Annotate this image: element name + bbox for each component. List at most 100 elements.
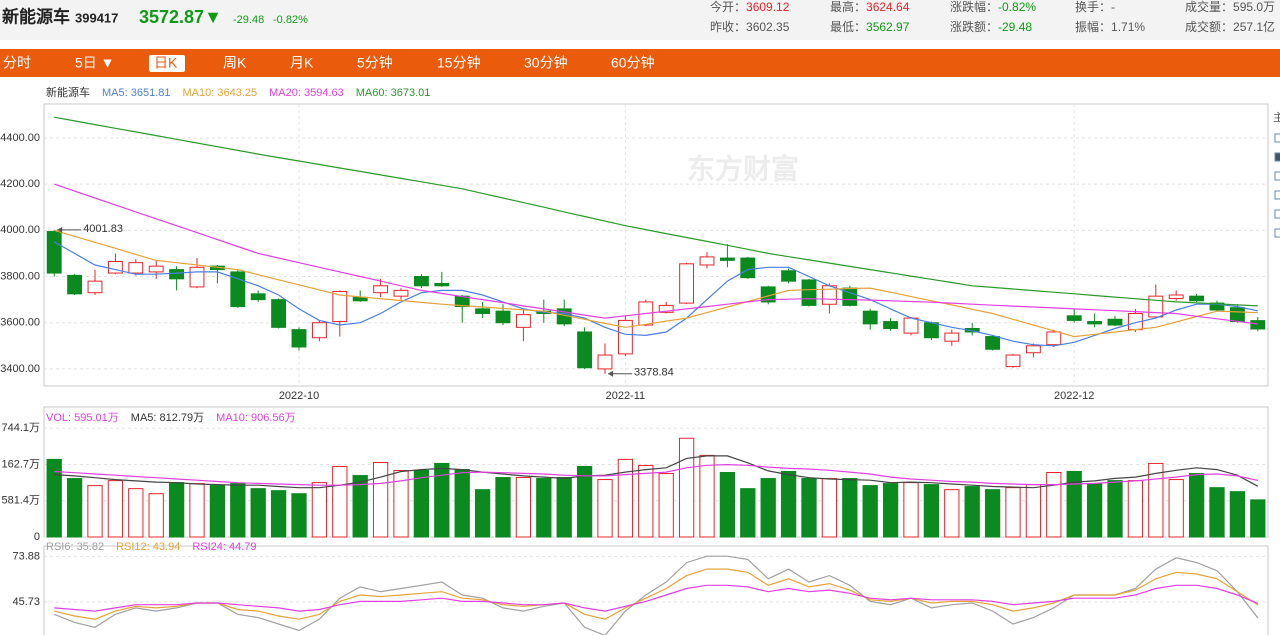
candle-body [1005, 354, 1021, 368]
volume-bar [1168, 479, 1184, 538]
volume-bar [1229, 491, 1246, 538]
tab[interactable]: 30分钟 [524, 55, 568, 71]
volume-bar [699, 454, 715, 538]
tab[interactable]: 5分钟 [357, 55, 393, 71]
ma-line [53, 241, 1258, 347]
change-pct: -0.82% [273, 14, 308, 26]
volume-bar [107, 480, 124, 538]
candle-body [1250, 320, 1266, 330]
tab[interactable]: 分时 [3, 55, 31, 71]
stat-value: - [1111, 0, 1115, 14]
stat-label: 最低： [830, 20, 866, 34]
volume-bar [719, 471, 736, 538]
volume-bar [1086, 483, 1103, 538]
volume-bar [46, 458, 62, 538]
volume-bar [1209, 487, 1225, 538]
volume-bar [148, 493, 164, 538]
volume-bar [597, 479, 613, 538]
y-tick-label: 3400.00 [0, 363, 40, 375]
candle-body [1025, 345, 1041, 354]
y-tick-label: 744.1万 [1, 422, 40, 434]
candle-body [1229, 307, 1245, 323]
volume-bar [332, 465, 348, 538]
volume-bar [250, 488, 266, 538]
y-tick-label: 0 [34, 531, 40, 543]
candle-body [719, 257, 735, 261]
checkbox[interactable] [1274, 133, 1280, 143]
panel-border [43, 103, 1269, 387]
volume-bar [780, 471, 797, 538]
candle-body [413, 276, 429, 287]
stat-label: 成交额： [1185, 19, 1233, 34]
volume-bar [311, 482, 328, 538]
legend-entry: VOL: 595.01万 [46, 412, 119, 424]
volume-bar [760, 478, 776, 538]
active-tab[interactable]: 日K [154, 55, 178, 71]
ma-line [54, 183, 1258, 325]
candle-body [189, 266, 205, 288]
checkbox[interactable] [1274, 152, 1280, 162]
checkbox[interactable] [1274, 209, 1280, 219]
candle-body [87, 280, 103, 294]
candle-body [1107, 318, 1123, 326]
volume-bar [617, 458, 634, 538]
y-tick-label: 73.88 [12, 550, 40, 562]
candle-body [862, 310, 878, 325]
volume-bar [842, 478, 858, 538]
y-tick-label: 3800.00 [0, 270, 40, 282]
candle-body [1066, 315, 1082, 321]
candle-body [332, 291, 348, 323]
tab[interactable]: 60分钟 [611, 55, 655, 71]
checkbox[interactable] [1274, 228, 1280, 238]
volume-bar [1066, 471, 1082, 538]
tab[interactable]: 周K [223, 55, 247, 71]
ma-line [53, 555, 1259, 635]
legend-entry: MA10: 3643.25 [183, 87, 258, 99]
legend-entry: RSI6: 35.82 [46, 541, 104, 553]
panel-border [43, 545, 1269, 635]
volume-bar [1046, 471, 1062, 538]
volume-bar [944, 489, 960, 538]
ma-line [54, 584, 1259, 612]
ma-line [54, 116, 1258, 307]
checkbox[interactable] [1274, 190, 1280, 200]
stat-label: 换手： [1075, 0, 1111, 14]
candle-body [393, 289, 409, 297]
legend-entry: MA5: 812.79万 [131, 412, 204, 424]
y-tick-label: 581.4万 [1, 495, 40, 507]
candle-body [1209, 302, 1225, 311]
volume-bar [128, 488, 144, 538]
candle-body [373, 285, 389, 294]
candle-body [311, 322, 327, 339]
tab[interactable]: 月K [290, 55, 314, 71]
tab[interactable]: 15分钟 [437, 55, 481, 71]
volume-bar [66, 478, 83, 538]
stat-value: 1.71% [1111, 20, 1145, 34]
stat-value: 595.0万 [1233, 0, 1275, 14]
candle-body [495, 310, 511, 324]
y-tick-label: 4000.00 [0, 224, 40, 236]
volume-bar [168, 482, 185, 538]
y-tick-label: 45.73 [12, 596, 40, 608]
volume-bar [393, 470, 409, 538]
legend-entry: MA10: 906.56万 [216, 412, 296, 424]
legend-entry: 新能源车 [46, 85, 90, 99]
candle-body [1168, 294, 1184, 299]
candle-body [617, 319, 633, 355]
panel-border [43, 406, 1269, 538]
index-name: 新能源车 [2, 6, 70, 26]
volume-bar [1025, 484, 1042, 538]
legend-entry: MA60: 3673.01 [356, 87, 431, 99]
tab[interactable]: 5日 ▼ [75, 55, 115, 71]
ma-line [54, 568, 1259, 620]
volume-bar [1250, 499, 1266, 538]
x-tick-label: 2022-10 [279, 390, 319, 402]
legend-entry: MA5: 3651.81 [102, 87, 171, 99]
annotation: 4001.83 [83, 223, 123, 235]
volume-bar [1005, 487, 1021, 538]
candle-body [128, 262, 144, 274]
checkbox[interactable] [1274, 171, 1280, 181]
candle-body [740, 257, 756, 279]
volume-bar [923, 484, 940, 538]
